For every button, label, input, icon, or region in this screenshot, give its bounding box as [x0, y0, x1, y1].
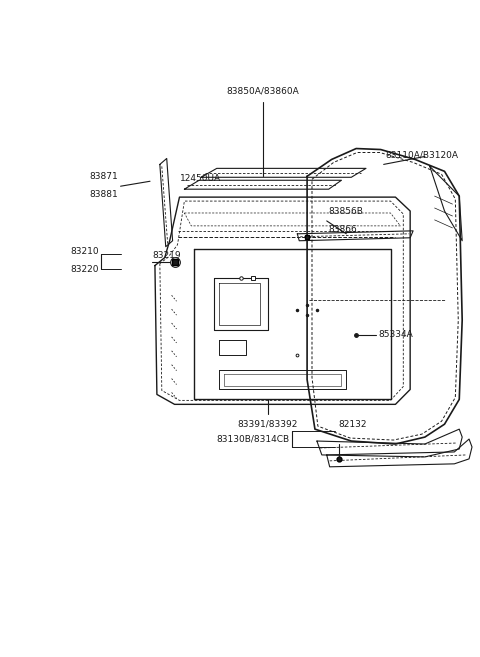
- Text: 82132: 82132: [338, 420, 367, 429]
- Text: 83110A/B3120A: 83110A/B3120A: [385, 150, 458, 160]
- Text: 83210: 83210: [71, 246, 99, 256]
- Text: 12450UA: 12450UA: [180, 174, 221, 183]
- Text: 83391/83392: 83391/83392: [238, 419, 298, 428]
- Text: 83130B/8314CB: 83130B/8314CB: [216, 434, 289, 443]
- Text: 83881: 83881: [90, 190, 119, 199]
- Text: 83856B: 83856B: [329, 207, 363, 216]
- Text: 83220: 83220: [71, 265, 99, 273]
- Text: 83871: 83871: [90, 172, 119, 181]
- Text: 85334A: 85334A: [379, 330, 413, 340]
- Text: 83850A/83860A: 83850A/83860A: [227, 87, 300, 96]
- Text: 83866: 83866: [329, 225, 358, 234]
- Text: 83219: 83219: [152, 251, 180, 260]
